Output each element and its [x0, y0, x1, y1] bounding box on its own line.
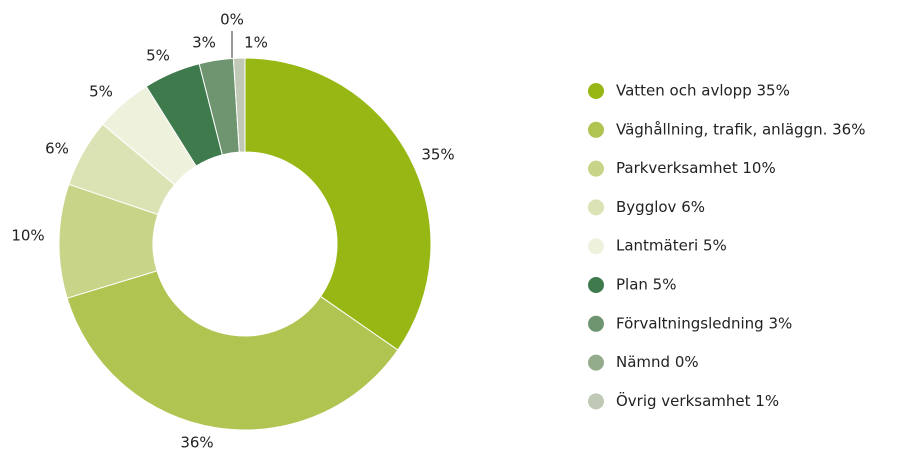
legend-swatch — [588, 83, 604, 99]
legend-swatch — [588, 393, 604, 410]
legend-label: Vatten och avlopp 35% — [616, 82, 790, 100]
legend-swatch — [588, 160, 604, 177]
legend-label: Lantmäteri 5% — [616, 237, 727, 255]
legend-swatch — [588, 199, 604, 216]
data-label: 0% — [220, 11, 244, 29]
legend-label: Nämnd 0% — [616, 353, 699, 371]
legend-label: Väghållning, trafik, anläggn. 36% — [616, 120, 865, 138]
legend-swatch — [588, 354, 604, 371]
data-label: 10% — [11, 227, 44, 245]
data-label: 3% — [192, 34, 216, 52]
legend-label: Plan 5% — [616, 276, 676, 294]
legend-swatch — [588, 238, 604, 255]
donut-slice — [66, 270, 399, 431]
legend-label: Förvaltningsledning 3% — [616, 314, 792, 332]
data-label: 6% — [45, 140, 69, 158]
data-label: 5% — [89, 83, 113, 101]
data-label: 1% — [244, 34, 268, 52]
donut-slice — [232, 57, 246, 153]
legend-swatch — [588, 315, 604, 332]
legend-label: Bygglov 6% — [616, 198, 705, 216]
data-label: 36% — [180, 434, 213, 452]
legend-label: Övrig verksamhet 1% — [616, 391, 779, 410]
legend-swatch — [588, 121, 604, 138]
data-label: 35% — [421, 146, 454, 164]
legend-swatch — [588, 277, 604, 293]
data-label: 5% — [146, 47, 170, 65]
legend-label: Parkverksamhet 10% — [616, 159, 776, 177]
donut-slice — [244, 57, 432, 351]
